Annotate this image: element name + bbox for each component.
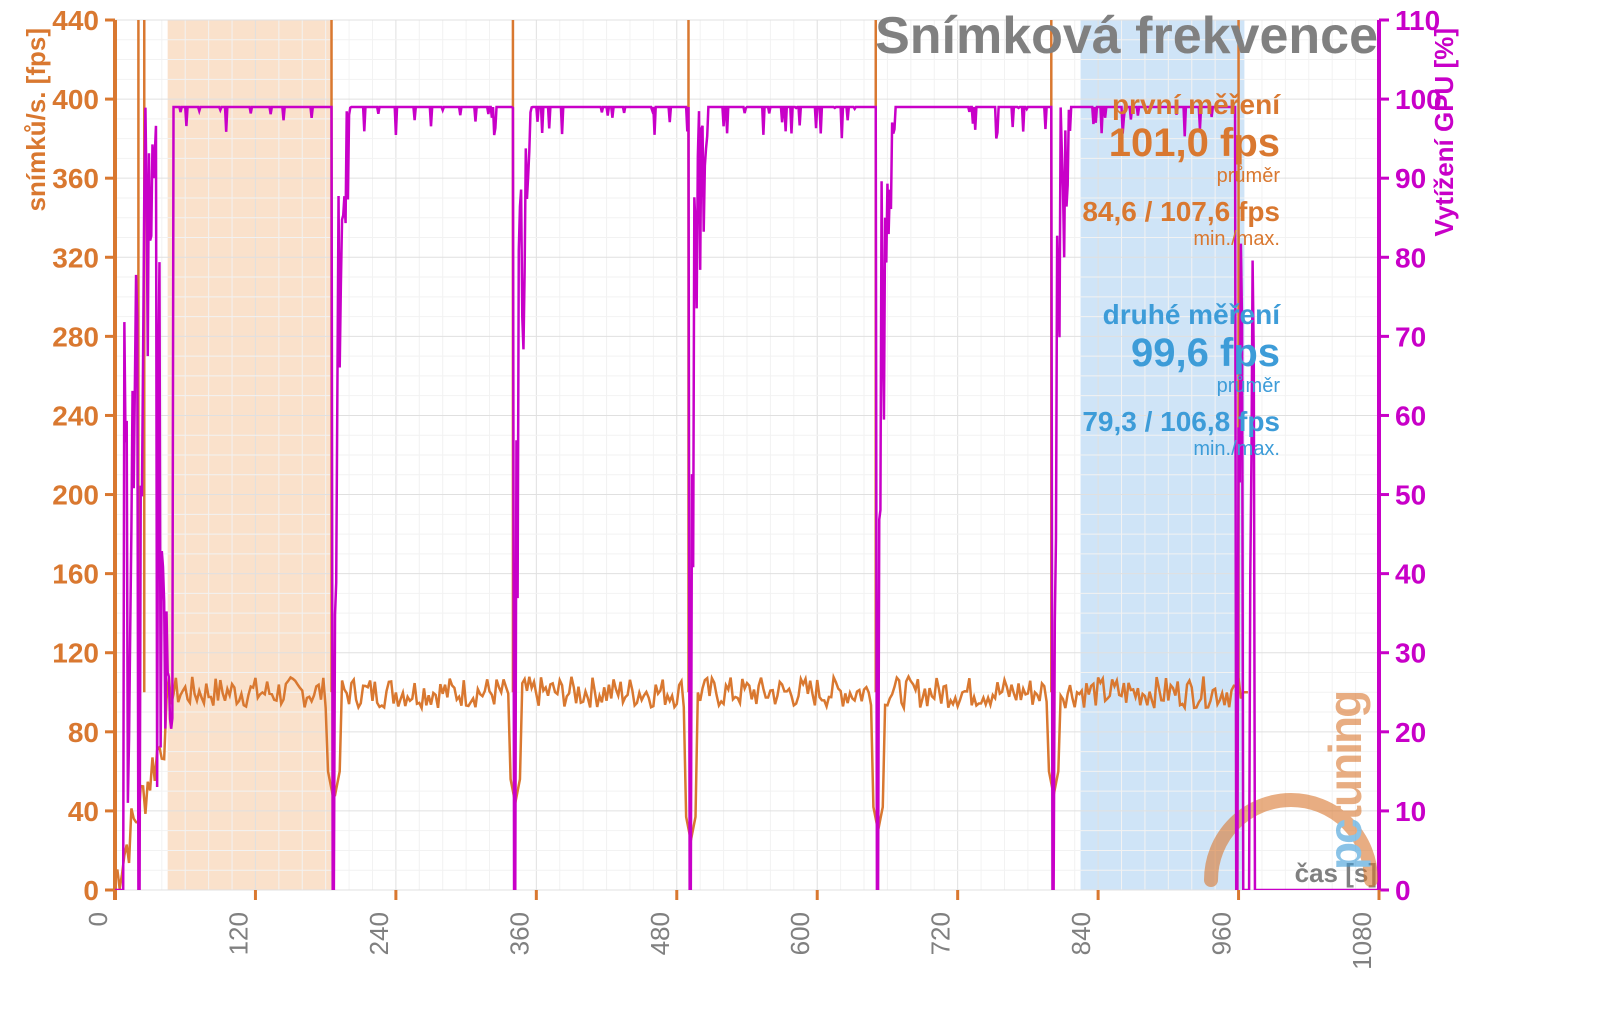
svg-text:600: 600 — [785, 912, 815, 955]
svg-text:60: 60 — [1395, 400, 1426, 431]
stats-first-header: první měření — [900, 90, 1280, 121]
stats-second-avg: 99,6 fps — [900, 331, 1280, 375]
svg-text:90: 90 — [1395, 163, 1426, 194]
svg-text:960: 960 — [1207, 912, 1237, 955]
svg-text:0: 0 — [83, 912, 113, 926]
svg-text:360: 360 — [504, 912, 534, 955]
svg-text:840: 840 — [1066, 912, 1096, 955]
svg-text:50: 50 — [1395, 480, 1426, 511]
svg-text:280: 280 — [52, 321, 99, 352]
chart-title: Snímková frekvence — [0, 6, 1378, 66]
svg-text:120: 120 — [52, 638, 99, 669]
svg-text:80: 80 — [1395, 242, 1426, 273]
stats-first-minmax: 84,6 / 107,6 fps — [900, 197, 1280, 228]
svg-text:0: 0 — [1395, 875, 1411, 906]
stats-second-avgsub: průměr — [900, 375, 1280, 397]
stats-second-header: druhé měření — [900, 300, 1280, 331]
stats-first: první měření 101,0 fps průměr 84,6 / 107… — [900, 90, 1280, 250]
svg-text:480: 480 — [645, 912, 675, 955]
svg-text:80: 80 — [68, 717, 99, 748]
fps-gpu-chart: 0408012016020024028032036040044001020304… — [0, 0, 1600, 1009]
svg-text:720: 720 — [926, 912, 956, 955]
svg-text:240: 240 — [52, 400, 99, 431]
svg-text:pctuning: pctuning — [1319, 692, 1371, 870]
svg-text:0: 0 — [83, 875, 99, 906]
svg-text:360: 360 — [52, 163, 99, 194]
svg-text:240: 240 — [364, 912, 394, 955]
stats-first-avg: 101,0 fps — [900, 121, 1280, 165]
svg-text:160: 160 — [52, 559, 99, 590]
svg-text:20: 20 — [1395, 717, 1426, 748]
svg-text:400: 400 — [52, 84, 99, 115]
svg-text:40: 40 — [68, 796, 99, 827]
svg-text:320: 320 — [52, 242, 99, 273]
svg-text:Vytížení GPU [%]: Vytížení GPU [%] — [1429, 28, 1459, 237]
svg-text:1080: 1080 — [1347, 912, 1377, 970]
stats-first-avgsub: průměr — [900, 165, 1280, 187]
svg-text:70: 70 — [1395, 321, 1426, 352]
svg-text:10: 10 — [1395, 796, 1426, 827]
stats-second-minmax: 79,3 / 106,8 fps — [900, 407, 1280, 438]
stats-second-minmaxsub: min./max. — [900, 438, 1280, 460]
svg-text:40: 40 — [1395, 559, 1426, 590]
stats-second: druhé měření 99,6 fps průměr 79,3 / 106,… — [900, 300, 1280, 460]
svg-text:120: 120 — [223, 912, 253, 955]
svg-text:30: 30 — [1395, 638, 1426, 669]
svg-text:200: 200 — [52, 480, 99, 511]
stats-first-minmaxsub: min./max. — [900, 228, 1280, 250]
